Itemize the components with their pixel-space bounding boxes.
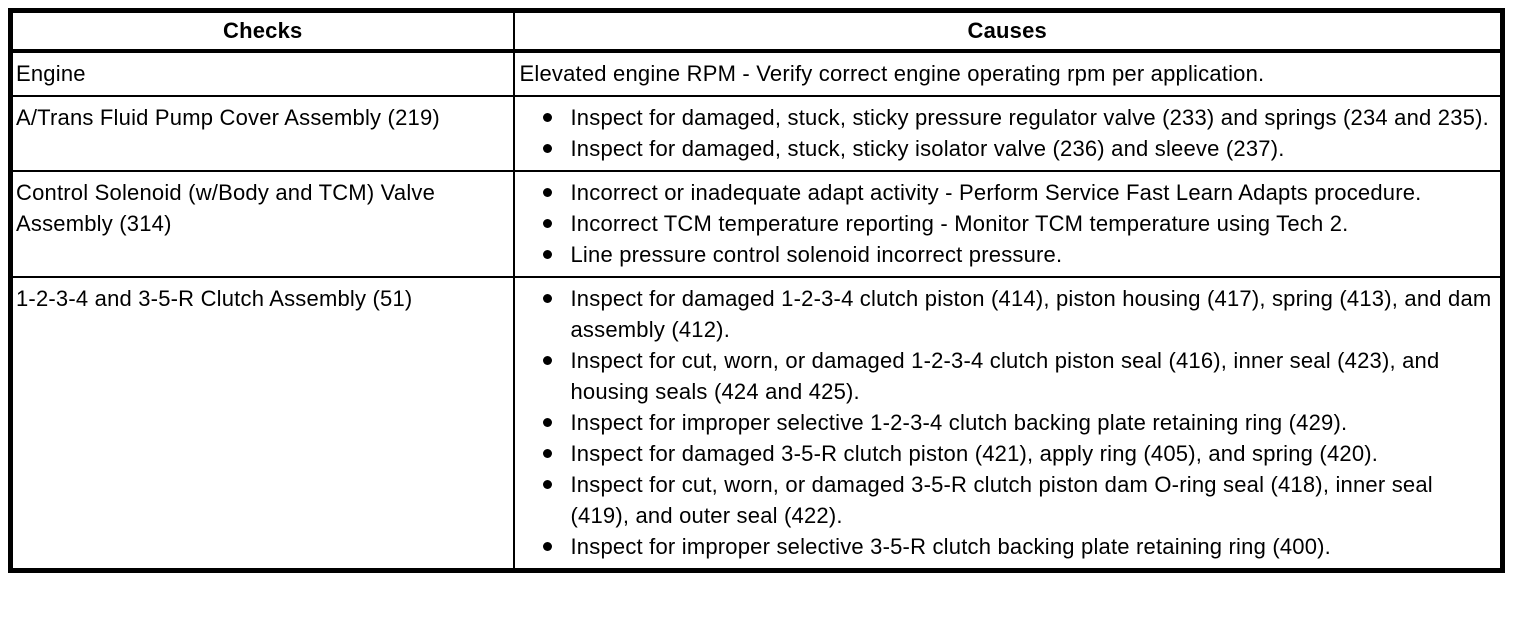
cause-text: Elevated engine RPM - Verify correct eng… xyxy=(519,60,1265,86)
bullet-icon xyxy=(542,187,552,197)
causes-cell: Elevated engine RPM - Verify correct eng… xyxy=(512,49,1504,97)
cause-list: Inspect for damaged, stuck, sticky press… xyxy=(515,102,1493,164)
bullet-icon xyxy=(542,143,552,153)
table-row: A/Trans Fluid Pump Cover Assembly (219) I… xyxy=(9,94,1504,172)
bullet-icon xyxy=(542,448,552,458)
cause-item: Inspect for cut, worn, or damaged 3-5-R … xyxy=(515,469,1493,531)
bullet-icon xyxy=(542,218,552,228)
bullet-icon xyxy=(542,355,552,365)
check-cell: A/Trans Fluid Pump Cover Assembly (219) xyxy=(9,94,515,172)
cause-item-text: Inspect for cut, worn, or damaged 1-2-3-… xyxy=(570,347,1440,404)
cause-list: Inspect for damaged 1-2-3-4 clutch pisto… xyxy=(515,283,1493,562)
bullet-icon xyxy=(542,112,552,122)
column-header-causes: Causes xyxy=(512,9,1504,53)
table-row: 1-2-3-4 and 3-5-R Clutch Assembly (51) In… xyxy=(9,275,1504,571)
cause-item-text: Inspect for damaged, stuck, sticky press… xyxy=(570,104,1489,130)
cause-item-text: Incorrect or inadequate adapt activity -… xyxy=(570,179,1422,205)
cause-item-text: Line pressure control solenoid incorrect… xyxy=(570,241,1063,267)
check-cell: Control Solenoid (w/Body and TCM) Valve … xyxy=(9,169,515,278)
bullet-icon xyxy=(542,417,552,427)
cause-item: Line pressure control solenoid incorrect… xyxy=(515,239,1493,270)
cause-list: Incorrect or inadequate adapt activity -… xyxy=(515,177,1493,270)
table-body: Engine Elevated engine RPM - Verify corre… xyxy=(9,49,1504,571)
cause-item-text: Inspect for cut, worn, or damaged 3-5-R … xyxy=(570,471,1433,528)
cause-item: Inspect for improper selective 1-2-3-4 c… xyxy=(515,407,1493,438)
table-header-row: Checks Causes xyxy=(9,9,1504,53)
cause-item: Inspect for improper selective 3-5-R clu… xyxy=(515,531,1493,562)
table-row: Control Solenoid (w/Body and TCM) Valve … xyxy=(9,169,1504,278)
column-header-checks: Checks xyxy=(9,9,515,53)
cause-item-text: Inspect for improper selective 3-5-R clu… xyxy=(570,533,1331,559)
check-cell: 1-2-3-4 and 3-5-R Clutch Assembly (51) xyxy=(9,275,515,571)
cause-item: Inspect for damaged, stuck, sticky press… xyxy=(515,102,1493,133)
cause-item: Inspect for damaged 1-2-3-4 clutch pisto… xyxy=(515,283,1493,345)
cause-item: Inspect for damaged, stuck, sticky isola… xyxy=(515,133,1493,164)
causes-cell: Inspect for damaged 1-2-3-4 clutch pisto… xyxy=(512,275,1504,571)
check-cell: Engine xyxy=(9,49,515,97)
cause-item-text: Inspect for damaged 1-2-3-4 clutch pisto… xyxy=(570,285,1492,342)
table-row: Engine Elevated engine RPM - Verify corre… xyxy=(9,49,1504,97)
causes-cell: Incorrect or inadequate adapt activity -… xyxy=(512,169,1504,278)
cause-item: Incorrect TCM temperature reporting - Mo… xyxy=(515,208,1493,239)
bullet-icon xyxy=(542,541,552,551)
cause-item-text: Inspect for improper selective 1-2-3-4 c… xyxy=(570,409,1348,435)
cause-item-text: Incorrect TCM temperature reporting - Mo… xyxy=(570,210,1349,236)
bullet-icon xyxy=(542,293,552,303)
cause-item: Incorrect or inadequate adapt activity -… xyxy=(515,177,1493,208)
bullet-icon xyxy=(542,249,552,259)
causes-cell: Inspect for damaged, stuck, sticky press… xyxy=(512,94,1504,172)
cause-item-text: Inspect for damaged 3-5-R clutch piston … xyxy=(570,440,1379,466)
bullet-icon xyxy=(542,479,552,489)
cause-item-text: Inspect for damaged, stuck, sticky isola… xyxy=(570,135,1285,161)
checks-causes-table: Checks Causes Engine Elevated engine RPM … xyxy=(8,8,1505,573)
cause-item: Inspect for cut, worn, or damaged 1-2-3-… xyxy=(515,345,1493,407)
cause-item: Inspect for damaged 3-5-R clutch piston … xyxy=(515,438,1493,469)
